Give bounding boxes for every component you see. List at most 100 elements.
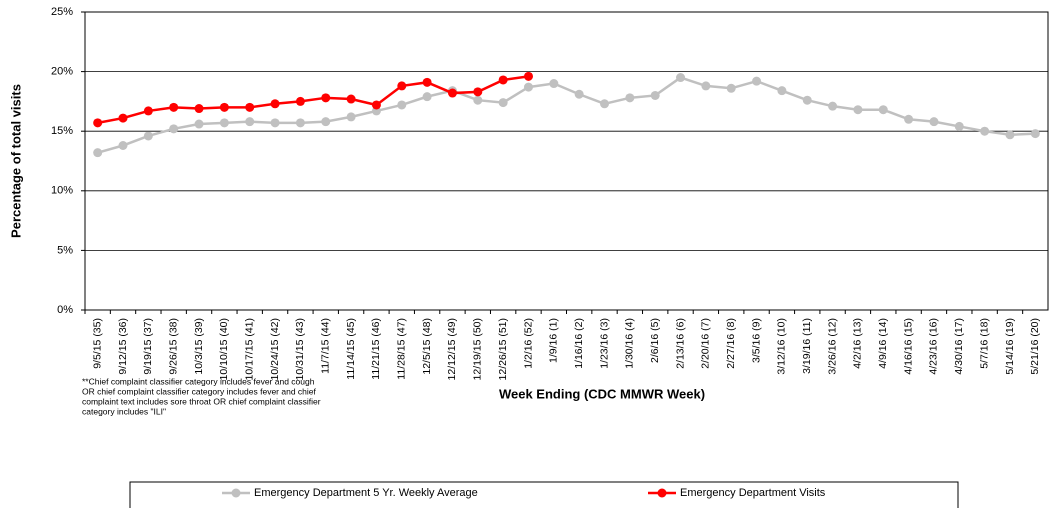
- data-point: [600, 99, 610, 109]
- data-point: [321, 93, 331, 103]
- data-point: [574, 89, 584, 99]
- data-point: [752, 76, 762, 86]
- data-point: [777, 86, 787, 96]
- x-tick-label: 2/27/16 (8): [725, 318, 737, 369]
- data-point: [549, 79, 559, 89]
- data-point: [878, 105, 888, 115]
- data-point: [980, 126, 990, 136]
- data-point: [118, 141, 128, 151]
- x-tick-label: 12/19/15 (50): [472, 318, 484, 380]
- data-point: [676, 73, 686, 83]
- x-tick-label: 10/3/15 (39): [193, 318, 205, 375]
- x-tick-label: 5/21/16 (20): [1029, 318, 1041, 375]
- data-point: [371, 100, 381, 110]
- data-point: [904, 114, 914, 124]
- x-tick-label: 11/28/15 (47): [396, 318, 408, 380]
- y-tick-label: 25%: [51, 6, 73, 18]
- x-tick-label: 2/20/16 (7): [700, 318, 712, 369]
- data-point: [169, 102, 179, 112]
- x-tick-label: 10/24/15 (42): [269, 318, 281, 380]
- data-point: [169, 124, 179, 134]
- x-tick-label: 2/6/16 (5): [649, 318, 661, 363]
- x-tick-label: 10/31/15 (43): [294, 318, 306, 380]
- data-point: [701, 81, 711, 91]
- data-point: [422, 92, 432, 102]
- data-point: [219, 118, 229, 128]
- x-tick-label: 4/9/16 (14): [877, 318, 889, 369]
- y-tick-label: 0%: [57, 304, 73, 316]
- data-point: [625, 93, 635, 103]
- legend-marker: [231, 488, 241, 498]
- footnote: **Chief complaint classifier category in…: [82, 376, 315, 386]
- data-point: [1030, 129, 1040, 139]
- x-tick-label: 1/23/16 (3): [598, 318, 610, 369]
- data-point: [346, 112, 356, 122]
- data-point: [802, 95, 812, 105]
- x-tick-label: 4/2/16 (13): [852, 318, 864, 369]
- legend-label: Emergency Department 5 Yr. Weekly Averag…: [254, 487, 478, 499]
- data-point: [346, 94, 356, 104]
- plot-border: [84, 11, 1049, 311]
- data-point: [321, 117, 331, 127]
- x-tick-label: 9/12/15 (36): [117, 318, 129, 375]
- data-point: [650, 90, 660, 100]
- data-point: [295, 118, 305, 128]
- data-point: [828, 101, 838, 111]
- data-point: [270, 118, 280, 128]
- data-point: [143, 131, 153, 141]
- legend-marker: [657, 488, 667, 498]
- data-point: [245, 102, 255, 112]
- x-tick-label: 4/23/16 (16): [928, 318, 940, 375]
- x-tick-label: 12/5/15 (48): [421, 318, 433, 375]
- y-tick-label: 15%: [51, 125, 73, 137]
- legend-box: [129, 481, 959, 508]
- data-point: [194, 104, 204, 114]
- data-point: [498, 98, 508, 108]
- data-point: [270, 99, 280, 109]
- series-line: [97, 76, 1036, 154]
- data-point: [929, 117, 939, 127]
- x-tick-label: 11/21/15 (46): [370, 318, 382, 380]
- x-tick-label: 1/2/16 (52): [522, 318, 534, 369]
- x-axis-title: Week Ending (CDC MMWR Week): [499, 386, 705, 401]
- data-point: [1005, 130, 1015, 140]
- y-axis-title: Percentage of total visits: [8, 84, 23, 238]
- y-tick-label: 20%: [51, 66, 73, 78]
- data-point: [93, 148, 103, 158]
- x-tick-label: 11/14/15 (45): [345, 318, 357, 380]
- x-tick-label: 3/19/16 (11): [801, 318, 813, 374]
- x-tick-label: 4/30/16 (17): [953, 318, 965, 375]
- x-tick-label: 12/12/15 (49): [446, 318, 458, 380]
- data-point: [498, 75, 508, 85]
- x-tick-label: 9/5/15 (35): [91, 318, 103, 369]
- data-point: [118, 113, 128, 123]
- x-tick-label: 10/17/15 (41): [244, 318, 256, 380]
- data-point: [473, 95, 483, 105]
- data-point: [473, 87, 483, 97]
- y-tick-label: 5%: [57, 244, 73, 256]
- data-point: [422, 77, 432, 87]
- x-tick-label: 12/26/15 (51): [497, 318, 509, 380]
- data-point: [194, 119, 204, 129]
- data-point: [219, 102, 229, 112]
- x-tick-label: 1/30/16 (4): [624, 318, 636, 369]
- data-point: [143, 106, 153, 116]
- x-tick-label: 2/13/16 (6): [674, 318, 686, 369]
- data-point: [523, 71, 533, 81]
- footnote: category includes "ILI": [82, 406, 166, 416]
- x-tick-label: 9/26/15 (38): [167, 318, 179, 375]
- legend-label: Emergency Department Visits: [680, 487, 826, 499]
- x-tick-label: 3/12/16 (10): [776, 318, 788, 375]
- x-tick-label: 5/7/16 (18): [978, 318, 990, 369]
- data-point: [245, 117, 255, 127]
- footnote: complaint text includes sore throat OR c…: [82, 396, 321, 406]
- data-point: [726, 83, 736, 93]
- x-tick-label: 11/7/15 (44): [320, 318, 332, 374]
- x-tick-label: 1/16/16 (2): [573, 318, 585, 369]
- data-point: [397, 81, 407, 91]
- x-tick-label: 3/26/16 (12): [826, 318, 838, 375]
- x-tick-label: 10/10/15 (40): [218, 318, 230, 380]
- data-point: [954, 121, 964, 131]
- y-tick-label: 10%: [51, 185, 73, 197]
